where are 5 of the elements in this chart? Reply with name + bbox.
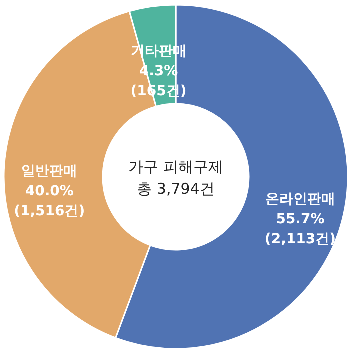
slice-label: 온라인판매: [265, 192, 336, 208]
text: 가구 피해구제 총 3,794건: [128, 158, 224, 198]
slice-label: 일반판매: [22, 164, 78, 180]
data-label: 40.0% (1,516건): [14, 184, 86, 220]
data-label: 55.7% (2,113건): [264, 212, 336, 248]
